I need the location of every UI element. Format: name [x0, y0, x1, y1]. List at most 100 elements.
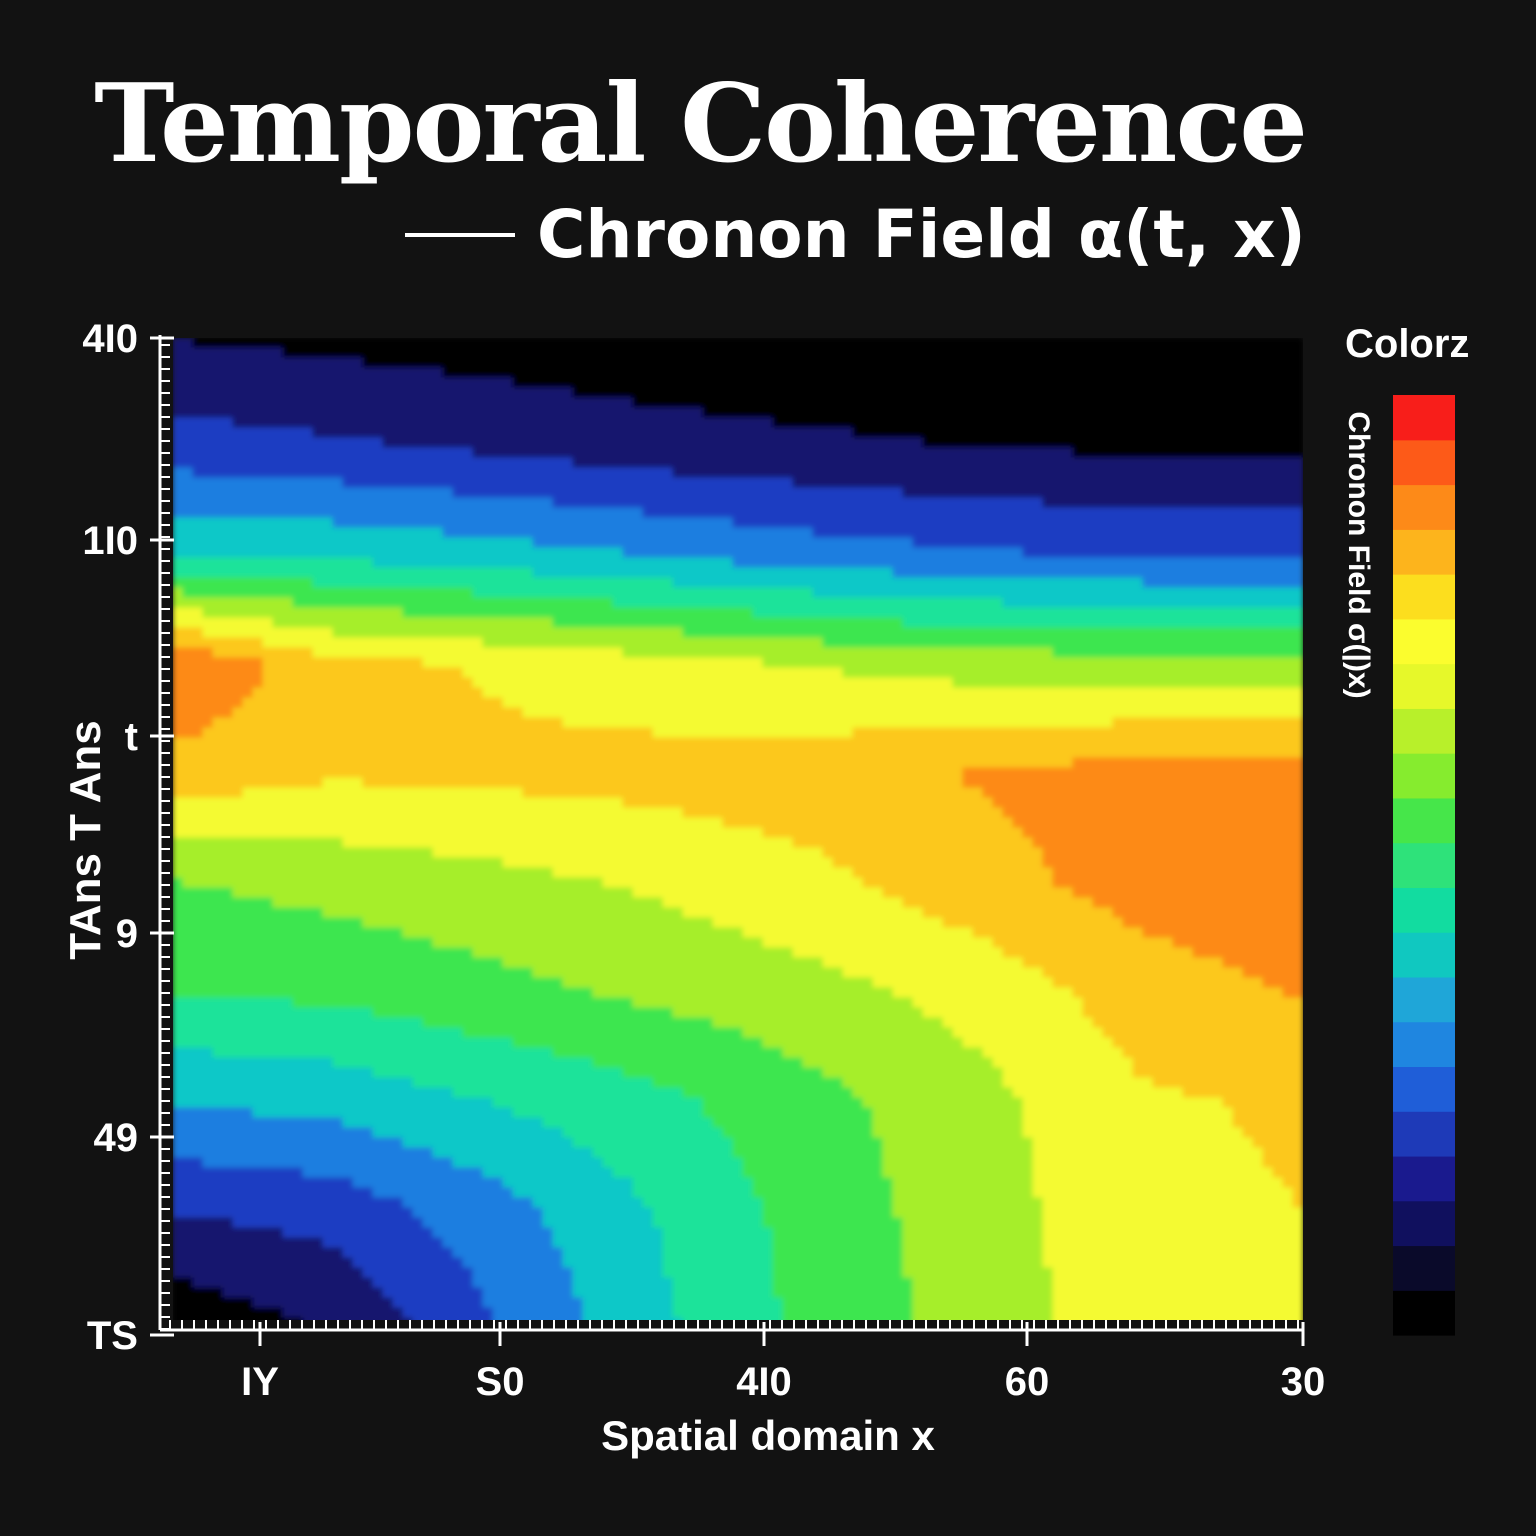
heatmap-cell — [522, 397, 534, 409]
heatmap-cell — [1182, 507, 1194, 519]
heatmap-cell — [612, 737, 624, 749]
heatmap-cell — [1222, 357, 1234, 369]
heatmap-cell — [942, 367, 954, 379]
heatmap-cell — [442, 537, 454, 549]
heatmap-cell — [622, 527, 634, 539]
heatmap-cell — [1292, 647, 1303, 659]
heatmap-cell — [602, 647, 614, 659]
heatmap-cell — [1172, 347, 1184, 359]
heatmap-cell — [812, 647, 824, 659]
heatmap-cell — [972, 607, 984, 619]
heatmap-cell — [382, 717, 394, 729]
heatmap-cell — [1272, 687, 1284, 699]
heatmap-cell — [992, 497, 1004, 509]
heatmap-cell — [702, 397, 714, 409]
heatmap-cell — [312, 567, 324, 579]
heatmap-cell — [173, 447, 184, 459]
heatmap-cell — [822, 637, 834, 649]
heatmap-cell — [742, 637, 754, 649]
heatmap-cell — [1242, 597, 1254, 609]
heatmap-cell — [212, 447, 224, 459]
heatmap-cell — [982, 447, 994, 459]
heatmap-cell — [562, 377, 574, 389]
heatmap-cell — [792, 427, 804, 439]
heatmap-cell — [352, 357, 364, 369]
heatmap-cell — [582, 447, 594, 459]
heatmap-cell — [1232, 517, 1244, 529]
heatmap-cell — [642, 547, 654, 559]
heatmap-cell — [1172, 338, 1184, 349]
heatmap-cell — [262, 347, 274, 359]
heatmap-cell — [1182, 707, 1194, 719]
heatmap-cell — [612, 477, 624, 489]
heatmap-cell — [692, 707, 704, 719]
heatmap-cell — [782, 657, 794, 669]
heatmap-cell — [792, 667, 804, 679]
heatmap-cell — [822, 747, 834, 759]
heatmap-cell — [1122, 497, 1134, 509]
heatmap-cell — [282, 707, 294, 719]
heatmap-cell — [232, 697, 244, 709]
heatmap-cell — [1182, 377, 1194, 389]
heatmap-cell — [382, 427, 394, 439]
heatmap-cell — [922, 707, 934, 719]
heatmap-cell — [822, 377, 834, 389]
heatmap-cell — [192, 497, 204, 509]
heatmap-cell — [822, 547, 834, 559]
heatmap-cell — [762, 457, 774, 469]
heatmap-cell — [482, 537, 494, 549]
heatmap-cell — [1152, 347, 1164, 359]
heatmap-cell — [372, 717, 384, 729]
heatmap-cell — [922, 547, 934, 559]
heatmap-cell — [902, 717, 914, 729]
heatmap-cell — [632, 377, 644, 389]
heatmap-cell — [652, 717, 664, 729]
heatmap-cell — [432, 437, 444, 449]
heatmap-cell — [602, 677, 614, 689]
heatmap-cell — [692, 737, 704, 749]
heatmap-cell — [922, 487, 934, 499]
heatmap-cell — [682, 707, 694, 719]
heatmap-cell — [1262, 397, 1274, 409]
heatmap-cell — [1042, 567, 1054, 579]
heatmap-cell — [762, 657, 774, 669]
heatmap-cell — [892, 497, 904, 509]
heatmap-cell — [972, 557, 984, 569]
heatmap-cell — [242, 527, 254, 539]
heatmap-cell — [732, 397, 744, 409]
heatmap-cell — [1282, 657, 1294, 669]
heatmap-cell — [532, 537, 544, 549]
heatmap-cell — [582, 627, 594, 639]
heatmap-cell — [302, 597, 314, 609]
heatmap-cell — [512, 637, 524, 649]
heatmap-cell — [372, 407, 384, 419]
heatmap-cell — [542, 507, 554, 519]
heatmap-cell — [942, 547, 954, 559]
heatmap-cell — [1062, 727, 1074, 739]
heatmap-cell — [502, 517, 514, 529]
heatmap-cell — [1222, 597, 1234, 609]
heatmap-cell — [772, 477, 784, 489]
heatmap-cell — [742, 557, 754, 569]
heatmap-cell — [182, 497, 194, 509]
heatmap-cell — [1192, 487, 1204, 499]
heatmap-cell — [622, 757, 634, 769]
heatmap-cell — [362, 357, 374, 369]
heatmap-cell — [242, 687, 254, 699]
heatmap-cell — [802, 497, 814, 509]
heatmap-cell — [1292, 517, 1303, 529]
heatmap-cell — [342, 457, 354, 469]
heatmap-cell — [892, 697, 904, 709]
heatmap-cell — [592, 697, 604, 709]
heatmap-cell — [182, 427, 194, 439]
heatmap-cell — [532, 487, 544, 499]
heatmap-cell — [1082, 767, 1094, 779]
heatmap-cell — [462, 487, 474, 499]
heatmap-cell — [1012, 687, 1024, 699]
heatmap-cell — [422, 387, 434, 399]
heatmap-cell — [772, 417, 784, 429]
heatmap-cell — [552, 727, 564, 739]
heatmap-cell — [1042, 617, 1054, 629]
heatmap-cell — [1252, 497, 1264, 509]
heatmap-cell — [932, 637, 944, 649]
